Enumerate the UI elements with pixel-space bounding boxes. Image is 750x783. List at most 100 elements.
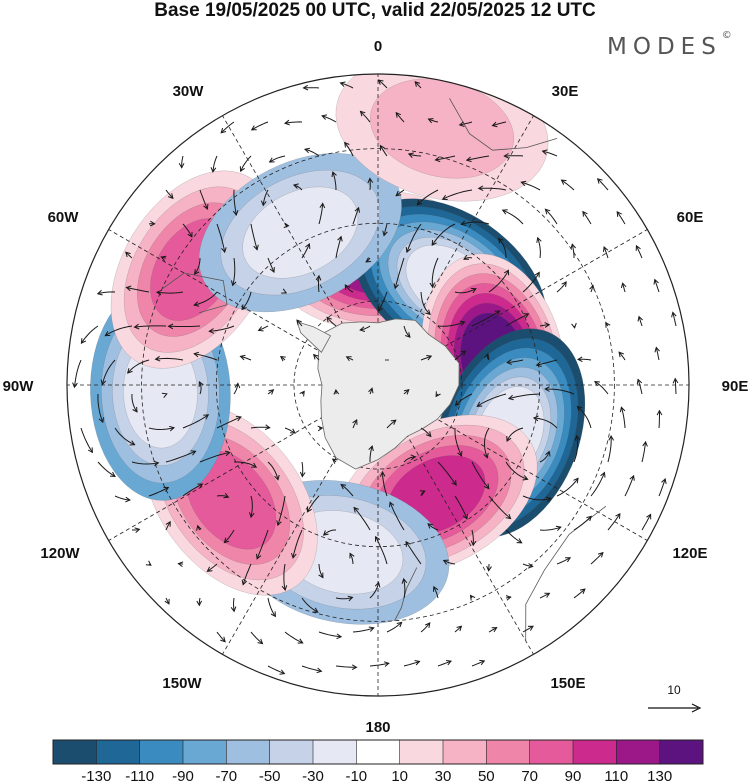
wind-vector-head xyxy=(241,579,248,586)
wind-vector-head xyxy=(306,506,312,513)
wind-vector-head xyxy=(333,388,340,395)
wind-vector-head xyxy=(279,356,286,362)
wind-vector-shaft xyxy=(134,325,167,328)
wind-vector-head xyxy=(427,523,434,529)
wind-vector-head xyxy=(446,660,452,666)
wind-vector-head xyxy=(134,527,141,533)
wind-vector xyxy=(460,220,490,226)
wind-vector xyxy=(539,322,551,328)
wind-vector xyxy=(239,354,252,361)
wind-vector-shaft xyxy=(403,578,406,599)
wind-vector-head xyxy=(389,501,395,508)
wind-vector-shaft xyxy=(262,189,269,206)
wind-vector xyxy=(484,352,490,361)
wind-vector xyxy=(302,84,320,91)
wind-vector-shaft xyxy=(155,357,184,361)
wind-vector-shaft xyxy=(573,435,579,463)
wind-vector-shaft xyxy=(97,291,116,295)
wind-vector-head xyxy=(220,636,226,643)
wind-vector-shaft xyxy=(353,507,371,531)
wind-vector-shaft xyxy=(318,631,342,638)
wind-vector xyxy=(369,661,390,667)
wind-vector-shaft xyxy=(431,223,456,246)
wind-vector-shaft xyxy=(395,112,405,123)
wind-vector-shaft xyxy=(250,495,253,518)
wind-vector xyxy=(193,291,218,307)
wind-vector-head xyxy=(316,667,323,674)
wind-vector xyxy=(340,483,354,497)
wind-vector-head xyxy=(561,281,567,287)
wind-vector-head xyxy=(291,552,297,559)
wind-vector-shaft xyxy=(395,189,405,197)
wind-vector xyxy=(196,524,202,531)
wind-vector-head xyxy=(221,247,227,254)
wind-vector xyxy=(420,291,431,316)
wind-vector-head xyxy=(544,592,551,598)
colorbar-tick-label: 30 xyxy=(435,768,452,783)
antarctic-peninsula xyxy=(296,321,332,353)
wind-vector-shaft xyxy=(251,121,269,131)
wind-vector-shaft xyxy=(352,419,358,429)
wind-vector-shaft xyxy=(435,155,456,161)
wind-vector xyxy=(582,210,592,225)
wind-vector xyxy=(641,440,648,463)
wind-vector-shaft xyxy=(536,359,558,366)
wind-vector xyxy=(431,223,456,246)
wind-vector-shaft xyxy=(194,353,218,361)
wind-vector-head xyxy=(317,425,324,432)
colorbar-swatch xyxy=(139,740,184,764)
wind-vector-shaft xyxy=(506,427,524,442)
wind-vector-shaft xyxy=(487,353,490,361)
wind-vector-head xyxy=(544,208,551,215)
wind-vector-head xyxy=(405,332,411,338)
wind-vector-shaft xyxy=(582,211,592,225)
wind-vector-shaft xyxy=(292,529,303,558)
wind-vector xyxy=(331,171,337,191)
wind-vector-head xyxy=(484,352,490,360)
wind-vector-shaft xyxy=(80,427,93,453)
wind-vector-head xyxy=(470,540,477,547)
wind-vector xyxy=(403,454,417,463)
wind-vector-head xyxy=(193,269,200,275)
wind-vector-shaft xyxy=(389,502,405,531)
wind-vector-head xyxy=(608,434,615,441)
wind-vector xyxy=(312,353,320,361)
wind-vector xyxy=(344,284,354,293)
wind-vector-head xyxy=(160,255,167,262)
wind-vector-head xyxy=(460,220,467,226)
wind-vector xyxy=(317,425,324,432)
wind-vector-shaft xyxy=(256,529,269,559)
wind-vector xyxy=(620,282,627,293)
modes-logo: MODES© xyxy=(607,30,732,60)
wind-vector-shaft xyxy=(207,563,218,572)
wind-vector-head xyxy=(257,638,264,645)
wind-vector xyxy=(573,588,586,599)
wind-vector-shaft xyxy=(360,111,371,123)
wind-vector-head xyxy=(168,193,174,200)
wind-vector-head xyxy=(532,415,539,422)
wind-vector xyxy=(486,564,492,572)
wind-vector xyxy=(161,392,168,399)
wind-vector-head xyxy=(109,471,116,477)
wind-vector-head xyxy=(232,210,239,217)
wind-vector xyxy=(656,409,663,429)
wind-vector-shaft xyxy=(508,393,541,400)
wind-vector-head xyxy=(646,513,652,520)
wind-vector-shaft xyxy=(522,495,552,501)
wind-vector-head xyxy=(456,625,463,632)
colorbar-frame xyxy=(52,739,704,765)
wind-vector-head xyxy=(269,266,275,273)
wind-vector-shaft xyxy=(318,275,320,293)
wind-vector xyxy=(658,478,667,497)
wind-vector-head xyxy=(642,440,648,447)
wind-vector xyxy=(441,189,473,200)
wind-vector-shaft xyxy=(332,171,337,191)
wind-vector-shaft xyxy=(194,291,218,306)
wind-vector-head xyxy=(414,660,421,666)
wind-vector-head xyxy=(340,483,347,490)
wind-vector-shaft xyxy=(622,283,626,293)
wind-vector-head xyxy=(431,240,437,246)
wind-vector-shaft xyxy=(624,475,635,497)
wind-vector-head xyxy=(636,378,643,385)
wind-vector-head xyxy=(544,386,550,392)
